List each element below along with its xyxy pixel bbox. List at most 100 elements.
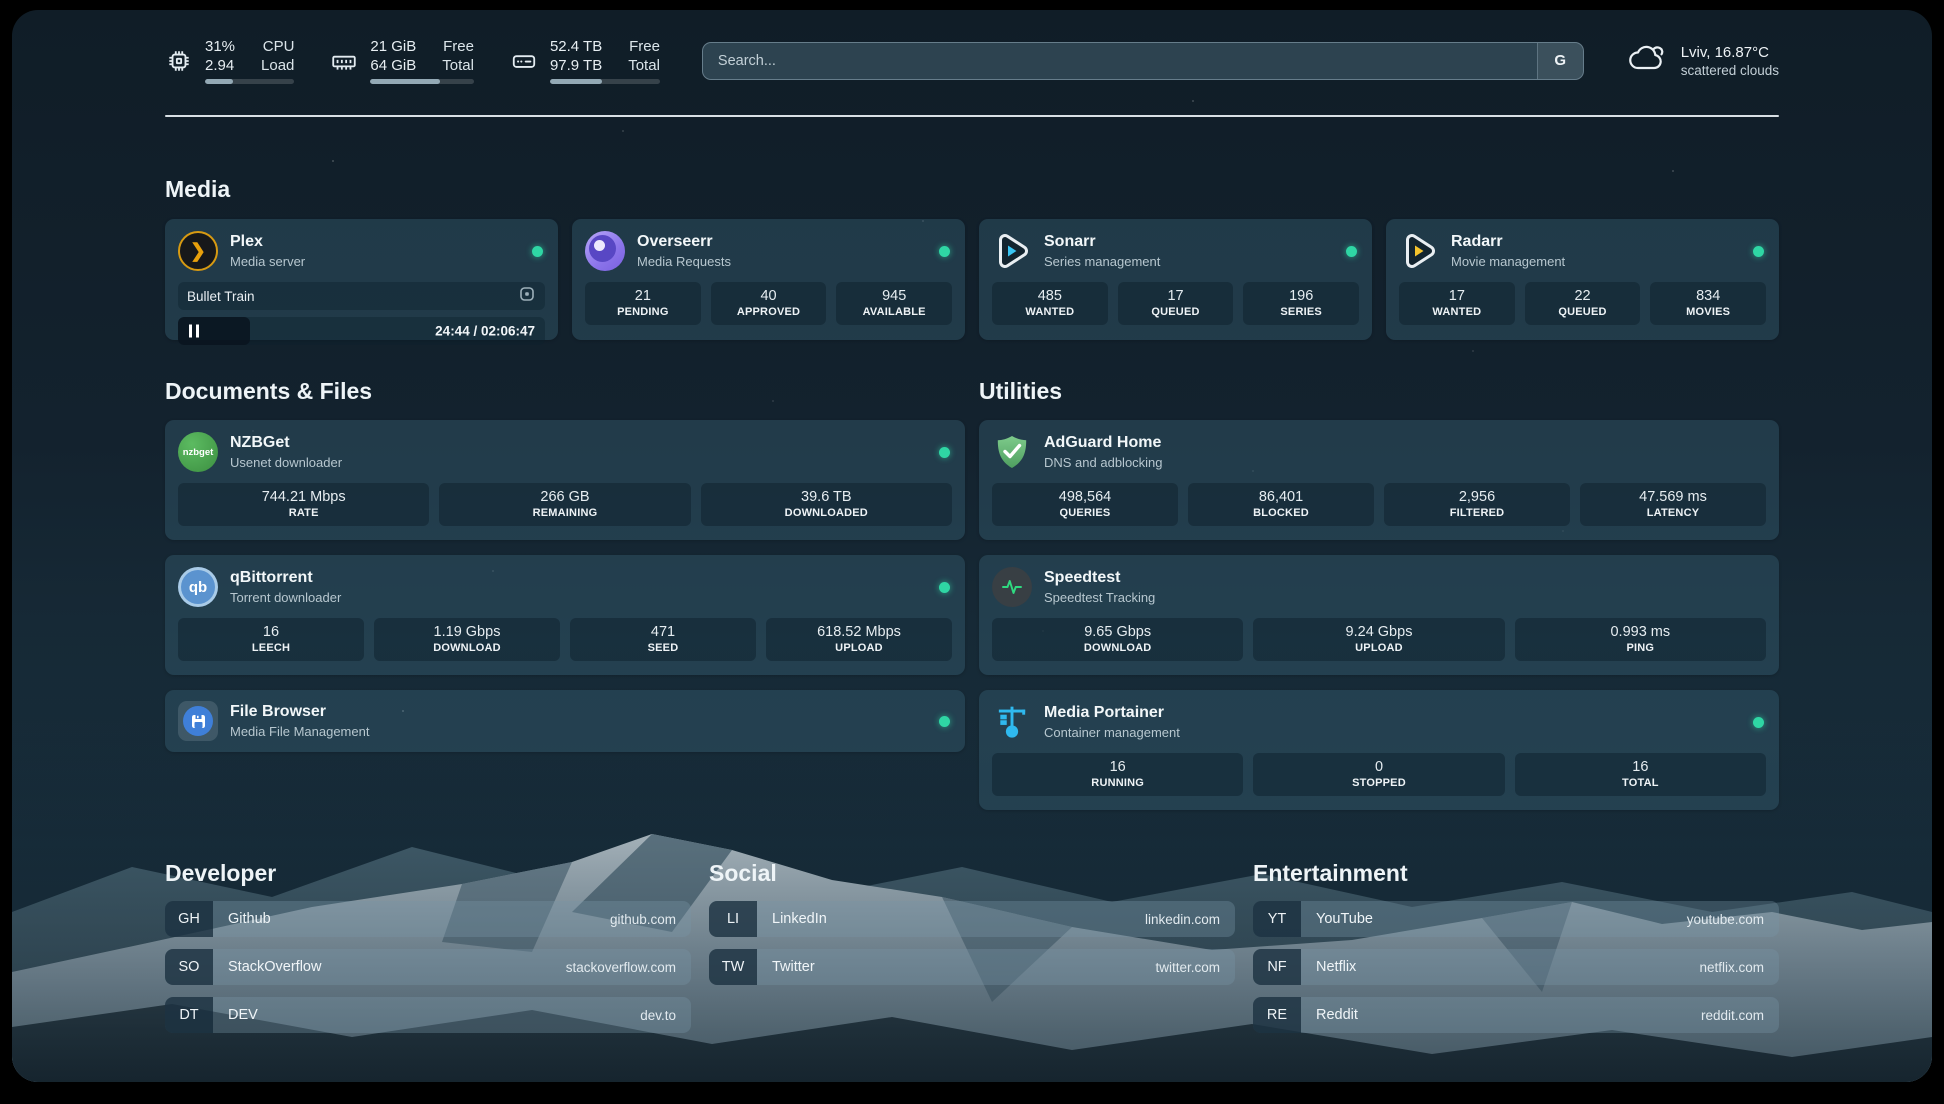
bookmark-youtube[interactable]: YT YouTube youtube.com xyxy=(1253,901,1779,938)
service-card-adguard[interactable]: AdGuard Home DNS and adblocking 498,564 … xyxy=(979,420,1779,541)
service-title: qBittorrent xyxy=(230,569,313,587)
stat-queued: 22 QUEUED xyxy=(1524,282,1641,326)
service-card-qbittorrent[interactable]: qb qBittorrent Torrent downloader 16 xyxy=(165,555,965,676)
stat-available: 945 AVAILABLE xyxy=(836,282,953,326)
stat-remaining: 266 GB REMAINING xyxy=(439,483,691,527)
bookmark-domain: youtube.com xyxy=(1686,911,1764,927)
qbittorrent-monogram: qb xyxy=(188,578,208,596)
service-card-portainer[interactable]: Media Portainer Container management 16 … xyxy=(979,690,1779,811)
service-title: Overseerr xyxy=(637,233,713,251)
search-input[interactable] xyxy=(702,42,1537,79)
stat-blocked: 86,401 BLOCKED xyxy=(1188,483,1374,527)
stat-stopped: 0 STOPPED xyxy=(1253,753,1505,797)
memory-total-label: Total xyxy=(442,57,474,75)
disk-total-value: 97.9 TB xyxy=(549,57,603,75)
bookmark-name: YouTube xyxy=(1316,911,1373,928)
service-card-sonarr[interactable]: Sonarr Series management 485 WANTED 17 Q… xyxy=(979,219,1372,341)
stat-latency: 47.569 ms LATENCY xyxy=(1580,483,1766,527)
bookmark-domain: stackoverflow.com xyxy=(565,959,676,975)
bookmark-domain: github.com xyxy=(609,911,676,927)
stat-series: 196 SERIES xyxy=(1243,282,1360,326)
service-subtitle: Series management xyxy=(1044,254,1161,270)
memory-free-value: 21 GiB xyxy=(370,38,417,55)
pause-icon[interactable] xyxy=(189,324,199,338)
bookmark-name: Reddit xyxy=(1316,1007,1358,1024)
service-title: Plex xyxy=(230,233,263,251)
header: 31% 2.94 CPU Load xyxy=(165,37,1779,85)
now-playing-row: Bullet Train xyxy=(178,282,545,311)
status-dot xyxy=(1346,245,1357,257)
service-card-filebrowser[interactable]: File Browser Media File Management xyxy=(165,690,965,753)
stat-queued: 17 QUEUED xyxy=(1117,282,1234,326)
stat-ping: 0.993 ms PING xyxy=(1514,618,1766,662)
nzbget-icon: nzbget xyxy=(178,432,218,473)
bookmark-domain: dev.to xyxy=(640,1007,676,1023)
stat-seed: 471 SEED xyxy=(570,618,756,662)
service-subtitle: Speedtest Tracking xyxy=(1044,590,1156,606)
playback-time: 24:44 / 02:06:47 xyxy=(435,323,535,339)
stat-approved: 40 APPROVED xyxy=(710,282,827,326)
bookmark-name: StackOverflow xyxy=(228,959,322,976)
disk-icon xyxy=(510,47,538,75)
bookmark-group-social: Social LI LinkedIn linkedin.com TW Twitt… xyxy=(709,860,1235,1033)
search-provider-button[interactable]: G xyxy=(1536,42,1583,79)
sonarr-icon xyxy=(992,231,1032,271)
speedtest-icon xyxy=(992,567,1032,608)
memory-icon xyxy=(330,47,358,75)
section-title-developer: Developer xyxy=(165,860,277,887)
stat-download: 9.65 Gbps DOWNLOAD xyxy=(992,618,1244,662)
stat-download: 1.19 Gbps DOWNLOAD xyxy=(374,618,560,662)
cpu-usage-value: 31% xyxy=(205,38,236,55)
stat-queries: 498,564 QUERIES xyxy=(992,483,1178,527)
mountain-background xyxy=(12,612,1932,1082)
playback-progress-row: 24:44 / 02:06:47 xyxy=(178,317,545,346)
stat-upload: 9.24 Gbps UPLOAD xyxy=(1253,618,1505,662)
memory-progress-bar xyxy=(370,79,474,85)
media-card-grid: ❯ Plex Media server Bullet Train xyxy=(165,219,1779,346)
service-card-nzbget[interactable]: nzbget NZBGet Usenet downloader 744.21 M… xyxy=(165,420,965,541)
service-subtitle: Movie management xyxy=(1451,254,1566,270)
disk-widget: 52.4 TB 97.9 TB Free Total xyxy=(510,37,660,85)
section-title-documents: Documents & Files xyxy=(165,378,373,405)
plex-chevron-glyph: ❯ xyxy=(190,240,206,262)
bookmark-name: Github xyxy=(228,911,271,928)
stat-upload: 618.52 Mbps UPLOAD xyxy=(766,618,952,662)
bookmark-abbr: GH xyxy=(165,901,213,938)
bookmark-netflix[interactable]: NF Netflix netflix.com xyxy=(1253,949,1779,986)
bookmark-abbr: DT xyxy=(165,997,213,1034)
bookmark-dev[interactable]: DT DEV dev.to xyxy=(165,997,691,1034)
bookmark-stackoverflow[interactable]: SO StackOverflow stackoverflow.com xyxy=(165,949,691,986)
utilities-column: Utilities xyxy=(979,378,1779,811)
service-title: Radarr xyxy=(1451,233,1503,251)
bookmark-abbr: NF xyxy=(1253,949,1301,986)
service-card-speedtest[interactable]: Speedtest Speedtest Tracking 9.65 Gbps D… xyxy=(979,555,1779,676)
service-card-overseerr[interactable]: Overseerr Media Requests 21 PENDING 40 A… xyxy=(572,219,965,341)
service-card-plex[interactable]: ❯ Plex Media server Bullet Train xyxy=(165,219,558,346)
stat-pending: 21 PENDING xyxy=(585,282,701,326)
bookmark-twitter[interactable]: TW Twitter twitter.com xyxy=(709,949,1235,986)
bookmark-github[interactable]: GH Github github.com xyxy=(165,901,691,938)
weather-widget: Lviv, 16.87°C scattered clouds xyxy=(1626,41,1779,80)
stat-total: 16 TOTAL xyxy=(1514,753,1766,797)
bookmark-linkedin[interactable]: LI LinkedIn linkedin.com xyxy=(709,901,1235,938)
bookmark-name: Netflix xyxy=(1316,959,1357,976)
service-subtitle: Media Requests xyxy=(637,254,731,270)
disk-progress-bar xyxy=(549,79,660,85)
bookmark-abbr: TW xyxy=(709,949,757,986)
disk-free-value: 52.4 TB xyxy=(549,38,603,55)
stat-filtered: 2,956 FILTERED xyxy=(1384,483,1570,527)
bookmark-group-developer: Developer GH Github github.com SO StackO… xyxy=(165,860,691,1034)
service-card-radarr[interactable]: Radarr Movie management 17 WANTED 22 QUE… xyxy=(1386,219,1779,341)
bookmark-name: Twitter xyxy=(772,959,815,976)
service-title: Media Portainer xyxy=(1044,704,1165,722)
status-dot xyxy=(939,581,950,593)
search-bar: G xyxy=(701,41,1584,80)
bookmark-reddit[interactable]: RE Reddit reddit.com xyxy=(1253,997,1779,1034)
filebrowser-icon xyxy=(178,701,218,742)
service-subtitle: Usenet downloader xyxy=(230,455,343,471)
memory-widget: 21 GiB 64 GiB Free Total xyxy=(330,37,474,85)
disk-total-label: Total xyxy=(628,57,660,75)
documents-column: Documents & Files nzbget NZBGet Usenet d… xyxy=(165,378,965,810)
stat-running: 16 RUNNING xyxy=(992,753,1244,797)
status-dot xyxy=(1753,716,1764,728)
